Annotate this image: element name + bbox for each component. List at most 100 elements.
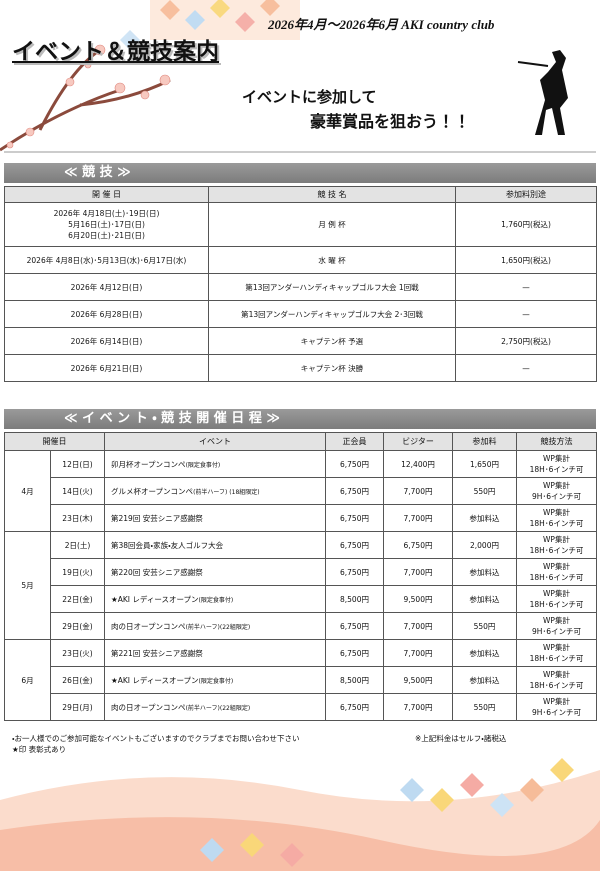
event-cell: ★AKI レディースオープン(限定食事付) xyxy=(104,585,326,613)
event-cell: 肉の日オープンコンペ(前半ハーフ)(22組限定) xyxy=(104,612,326,640)
member-fee: 6,750円 xyxy=(325,558,384,586)
competition-name: 月 例 杯 xyxy=(208,202,456,247)
entry-fee: 参加料込 xyxy=(452,639,517,667)
member-fee: 8,500円 xyxy=(325,666,384,694)
row: 29日(金) 肉の日オープンコンペ(前半ハーフ)(22組限定) 6,750円 7,70… xyxy=(5,612,597,640)
column-header: 開 催 日 xyxy=(4,186,209,203)
event-name: グルメ杯オープンコンペ xyxy=(111,486,194,496)
member-fee: 6,750円 xyxy=(325,639,384,667)
event-name: 第38回会員・家族・友人ゴルフ大会 xyxy=(111,540,224,550)
heading-text: ≪ 競 技 ≫ xyxy=(64,165,131,180)
event-name: 卯月杯オープンコンペ xyxy=(111,459,186,469)
fee: — xyxy=(455,273,597,301)
notes: ・お一人様でのご参加可能なイベントもございますのでクラブまでお問い合わせ下さい ★… xyxy=(12,733,300,755)
method-line: 18H･6インチ可 xyxy=(529,519,584,528)
event-cell: 肉の日オープンコンペ(前半ハーフ)(22組限定) xyxy=(104,693,326,721)
day: 23日(木) xyxy=(50,504,105,532)
method-line: WP集計 xyxy=(543,535,570,544)
member-fee: 8,500円 xyxy=(325,585,384,613)
event-name: ★AKI レディースオープン xyxy=(111,675,199,685)
method-line: WP集計 xyxy=(543,589,570,598)
day: 23日(火) xyxy=(50,639,105,667)
competition-name: キャプテン杯 決勝 xyxy=(208,354,456,382)
visitor-fee: 7,700円 xyxy=(383,477,453,505)
member-fee: 6,750円 xyxy=(325,612,384,640)
method-line: 18H･6インチ可 xyxy=(529,600,584,609)
event-note: (限定食事付) xyxy=(185,461,221,469)
method-line: 9H･6インチ可 xyxy=(532,708,581,717)
day: 26日(金) xyxy=(50,666,105,694)
date-cell: 2026年 4月12日(日) xyxy=(4,273,209,301)
day: 29日(月) xyxy=(50,693,105,721)
date-cell: 2026年 6月21日(日) xyxy=(4,354,209,382)
visitor-fee: 7,700円 xyxy=(383,693,453,721)
member-fee: 6,750円 xyxy=(325,450,384,478)
event-note: (前半ハーフ)(22組限定) xyxy=(185,704,251,712)
competition-name: 水 曜 杯 xyxy=(208,246,456,274)
event-note: (前半ハーフ)(22組限定) xyxy=(185,623,251,631)
entry-fee: 550円 xyxy=(452,612,517,640)
event-note: (前半ハーフ) (18組限定) xyxy=(193,488,260,496)
method: WP集計 9H･6インチ可 xyxy=(516,477,597,505)
row: 22日(金) ★AKI レディースオープン(限定食事付) 8,500円 9,500円参… xyxy=(5,585,597,613)
title: イベント＆競技案内 xyxy=(12,39,219,65)
date-line: 2026年 4月12日(日) xyxy=(70,282,143,292)
date-line: 2026年 6月28日(日) xyxy=(70,309,143,319)
event-cell: 第219回 安芸シニア感謝祭 xyxy=(104,504,326,532)
event-cell: 第38回会員・家族・友人ゴルフ大会 xyxy=(104,531,326,559)
row: 2026年 4月8日(水)･5月13日(水)･6月17日(水) 水 曜 杯 1,65… xyxy=(4,246,597,274)
method: WP集計 18H･6インチ可 xyxy=(516,585,597,613)
event-name: 第221回 安芸シニア感謝祭 xyxy=(111,648,203,658)
method-line: 18H･6インチ可 xyxy=(529,546,584,555)
competition-name: 第13回アンダーハンディキャップゴルフ大会 2･3回戦 xyxy=(208,300,456,328)
column-header: ビジター xyxy=(383,432,453,451)
header-row: 開 催 日競 技 名参加料別途 xyxy=(4,186,597,203)
method-line: WP集計 xyxy=(543,508,570,517)
row: 5月 2日(土) 第38回会員・家族・友人ゴルフ大会 6,750円 6,750円 2,00… xyxy=(4,531,597,640)
column-header: 開催日 xyxy=(4,432,105,451)
column-header: 競 技 名 xyxy=(208,186,456,203)
row: 14日(火) グルメ杯オープンコンペ(前半ハーフ) (18組限定) 6,750円 7,… xyxy=(5,477,597,505)
member-fee: 6,750円 xyxy=(325,504,384,532)
heading-text: ≪ イ ベ ン ト ・ 競 技 開 催 日 程 ≫ xyxy=(64,411,280,426)
date-line: 2026年 6月14日(日) xyxy=(70,336,143,346)
event-note: (限定食事付) xyxy=(198,596,234,604)
method: WP集計 9H･6インチ可 xyxy=(516,693,597,721)
row: 2026年 6月21日(日) キャプテン杯 決勝 — xyxy=(4,354,597,382)
entry-fee: 参加料込 xyxy=(452,666,517,694)
method: WP集計 18H･6インチ可 xyxy=(516,531,597,559)
tax-note: ※上記料金はセルフ・諸税込 xyxy=(415,734,507,743)
method-line: 18H･6インチ可 xyxy=(529,465,584,474)
event-name: 第219回 安芸シニア感謝祭 xyxy=(111,513,203,523)
column-header: 競技方法 xyxy=(516,432,597,451)
method-line: WP集計 xyxy=(543,697,570,706)
member-fee: 6,750円 xyxy=(325,477,384,505)
schedule-table: 開催日 イベント 正会員 ビジター 参加料 競技方法 4月 12日(日) 卯月杯オープンコンペ(… xyxy=(4,432,597,721)
row: 2026年 4月18日(土)･19日(日) 5月16日(土)･17日(日) 6月20… xyxy=(4,202,597,247)
method: WP集計 9H･6インチ可 xyxy=(516,612,597,640)
entry-fee: 1,650円 xyxy=(452,450,517,478)
section-heading: ≪ イ ベ ン ト ・ 競 技 開 催 日 程 ≫ xyxy=(4,409,596,429)
day: 12日(日) xyxy=(50,450,105,478)
date-line: 2026年 4月18日(土)･19日(日) xyxy=(53,209,160,218)
visitor-fee: 7,700円 xyxy=(383,612,453,640)
member-fee: 6,750円 xyxy=(325,531,384,559)
row: 26日(金) ★AKI レディースオープン(限定食事付) 8,500円 9,500円参… xyxy=(5,666,597,694)
date-cell: 2026年 6月28日(日) xyxy=(4,300,209,328)
fee: — xyxy=(455,354,597,382)
method-line: WP集計 xyxy=(543,670,570,679)
entry-fee: 参加料込 xyxy=(452,504,517,532)
method-line: WP集計 xyxy=(543,562,570,571)
note-line: ★印 表彰式あり xyxy=(12,745,67,754)
fee: 1,650円(税込) xyxy=(455,246,597,274)
method: WP集計 18H･6インチ可 xyxy=(516,639,597,667)
fee: 1,760円(税込) xyxy=(455,202,597,247)
event-cell: ★AKI レディースオープン(限定食事付) xyxy=(104,666,326,694)
column-header: イベント xyxy=(104,432,326,451)
entry-fee: 参加料込 xyxy=(452,558,517,586)
day: 19日(火) xyxy=(50,558,105,586)
event-cell: 第221回 安芸シニア感謝祭 xyxy=(104,639,326,667)
date-line: 6月20日(土)･21日(日) xyxy=(68,231,145,240)
header-row: 開催日 イベント 正会員 ビジター 参加料 競技方法 xyxy=(4,432,597,451)
